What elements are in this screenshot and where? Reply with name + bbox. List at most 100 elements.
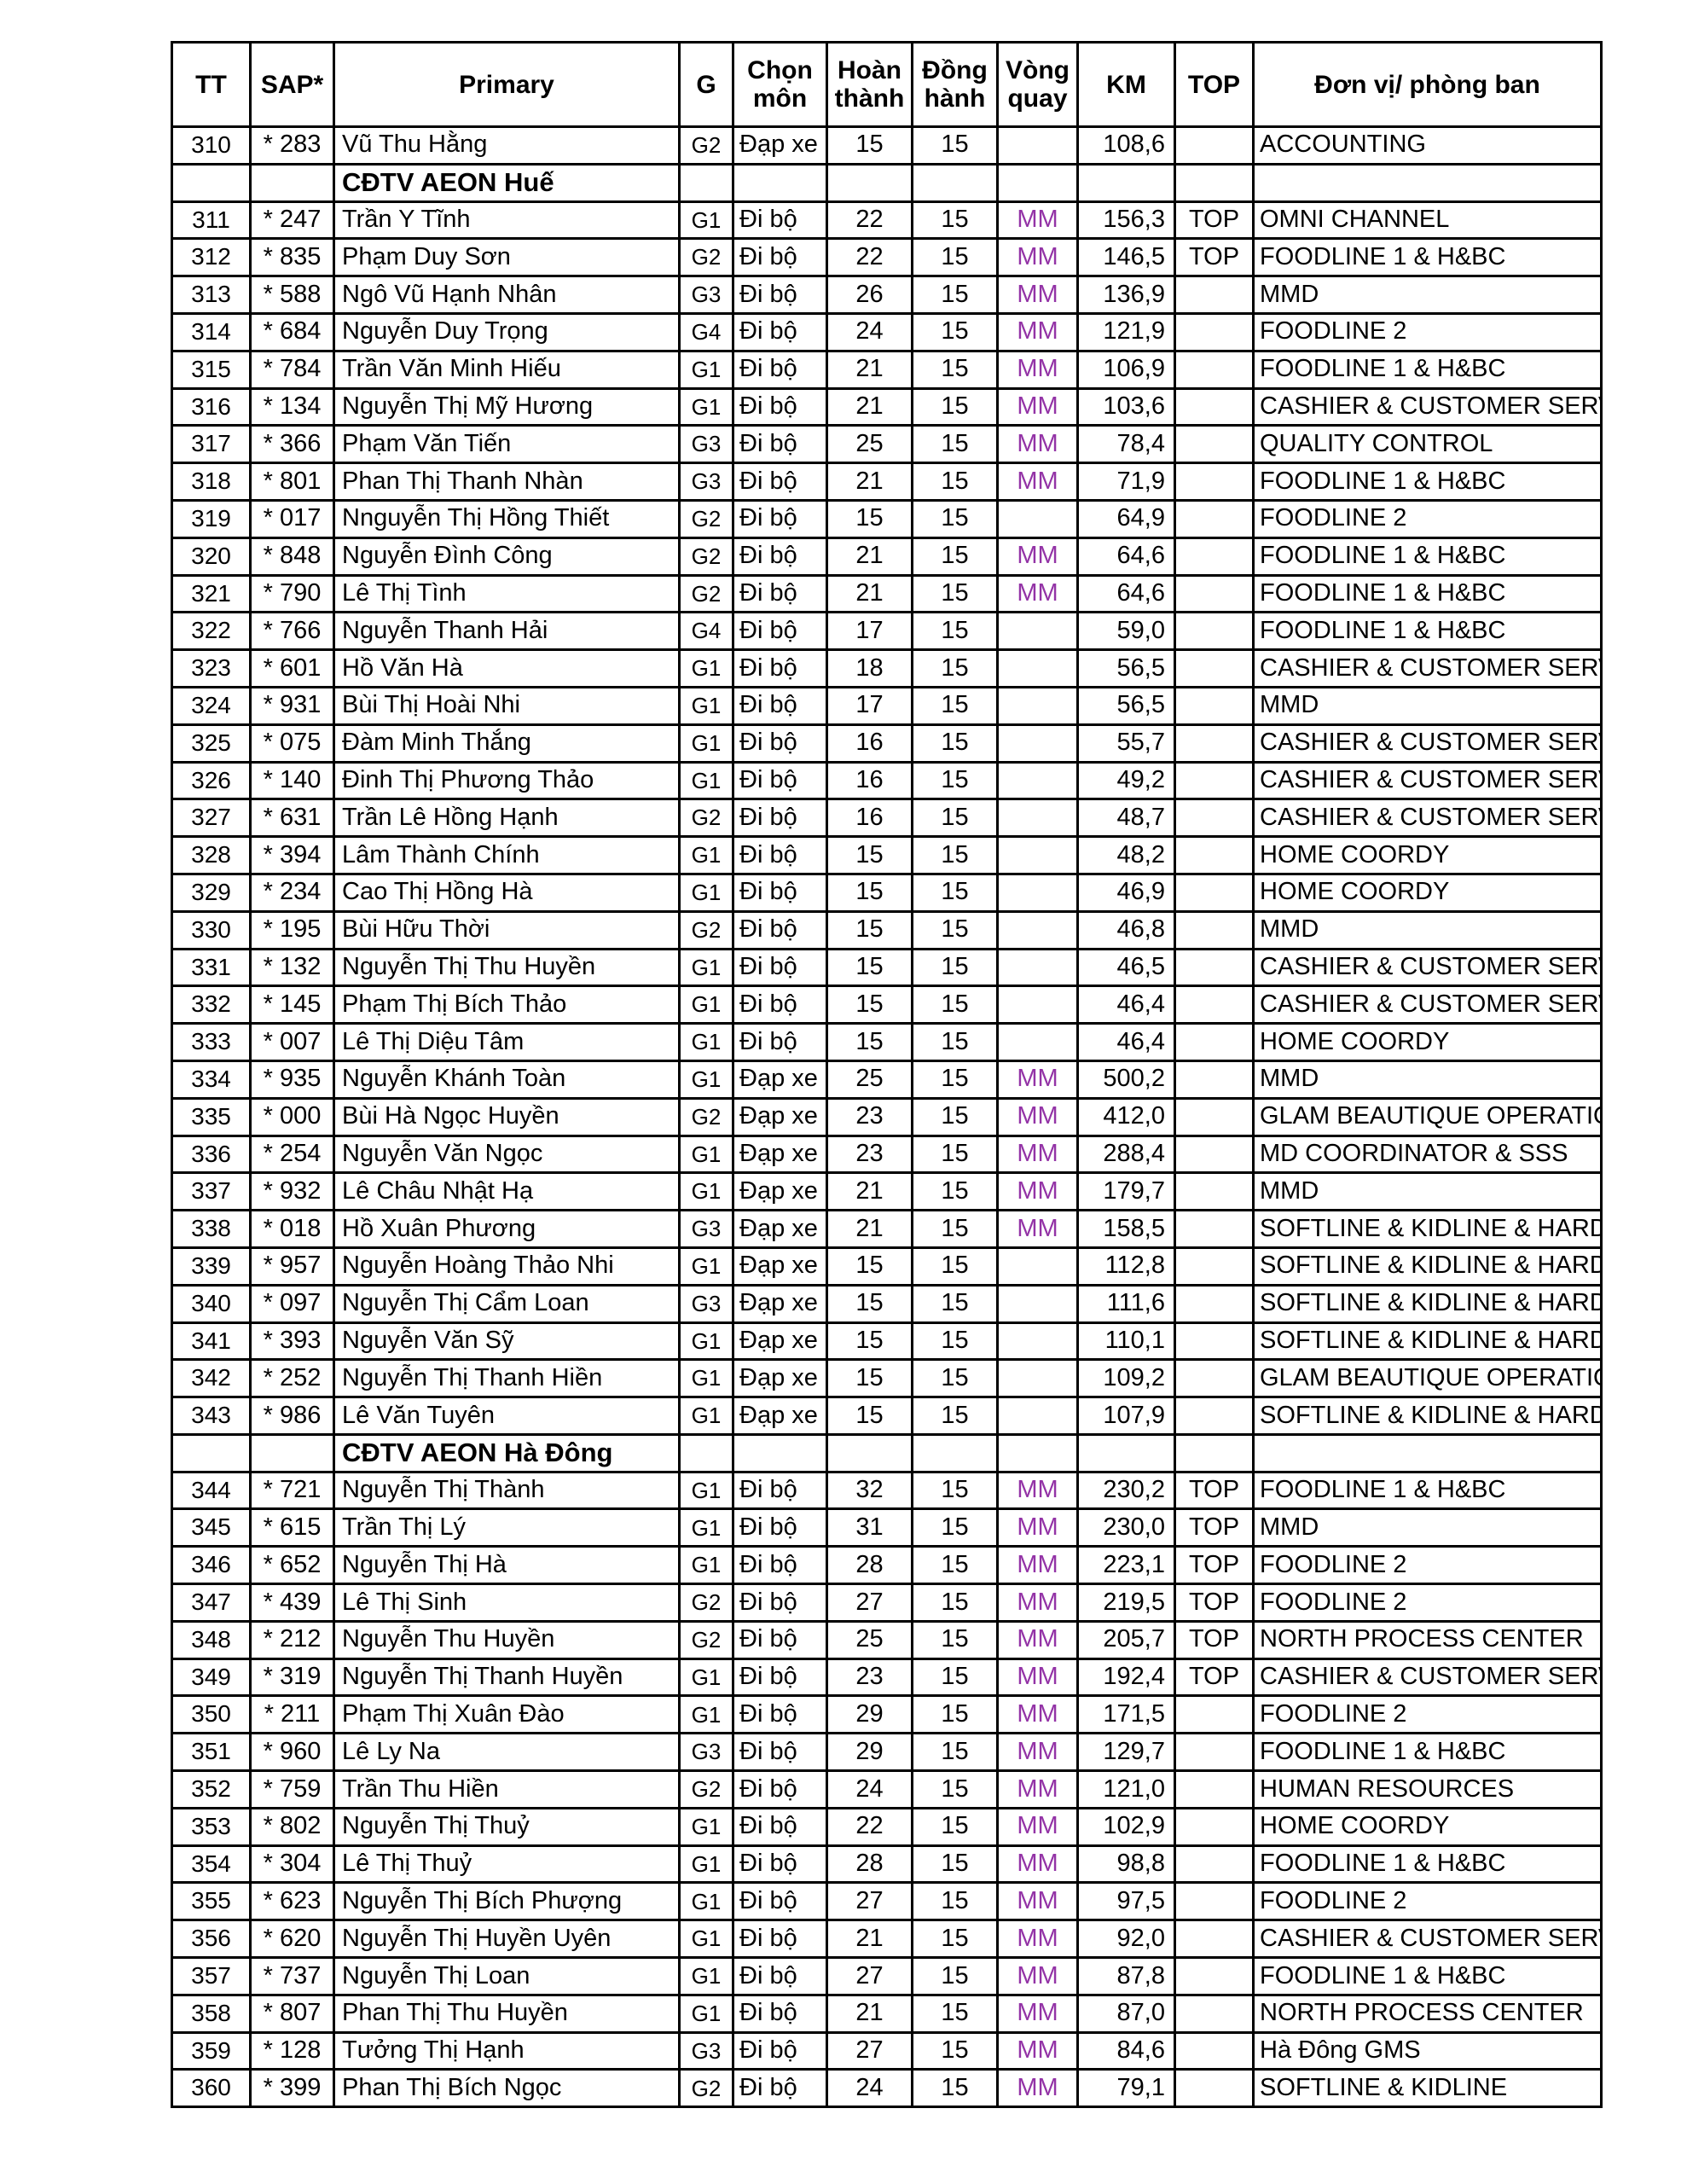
cell-hoan: 15 — [826, 947, 913, 988]
cell-mon: Đạp xe — [732, 1059, 828, 1100]
cell-vong — [996, 648, 1079, 688]
cell-name: Ngô Vũ Hạnh Nhân — [333, 275, 681, 315]
cell-hoan: 25 — [826, 1059, 913, 1100]
cell-name: Phan Thị Bích Ngọc — [333, 2068, 681, 2109]
cell-km: 103,6 — [1076, 386, 1176, 427]
cell-sap: * 601 — [249, 648, 335, 688]
cell-top — [1174, 760, 1255, 801]
table-row: 321 * 790 Lê Thị Tình G2 Đi bộ 21 15 MM 64,6 FOOD… — [171, 573, 1603, 614]
cell-km: 46,9 — [1076, 872, 1176, 913]
cell-dong: 15 — [911, 1171, 999, 1212]
cell-hoan: 25 — [826, 424, 913, 465]
cell-km: 87,0 — [1076, 1993, 1176, 2034]
cell-donvi: HOME COORDY — [1252, 1022, 1603, 1062]
cell-mon: Đạp xe — [732, 1396, 828, 1436]
cell-g: G1 — [678, 648, 734, 688]
cell-hoan: 15 — [826, 1358, 913, 1399]
cell-top — [1174, 536, 1255, 577]
cell-hoan: 29 — [826, 1694, 913, 1735]
cell-hoan: 27 — [826, 2030, 913, 2071]
cell-vong — [996, 723, 1079, 764]
column-header-vong: Vòng quay — [996, 41, 1079, 128]
cell-dong: 15 — [911, 611, 999, 652]
cell-top: TOP — [1174, 200, 1255, 241]
empty-cell — [826, 162, 913, 203]
empty-cell — [996, 162, 1079, 203]
table-row: 351 * 960 Lê Ly Na G3 Đi bộ 29 15 MM 129,7 FOODLI… — [171, 1732, 1603, 1773]
table-row: 336 * 254 Nguyễn Văn Ngọc G1 Đạp xe 23 15 MM 288… — [171, 1134, 1603, 1175]
cell-donvi: MMD — [1252, 1171, 1603, 1212]
cell-mon: Đi bộ — [732, 1694, 828, 1735]
cell-tt: 347 — [171, 1583, 252, 1623]
table-row: 327 * 631 Trần Lê Hồng Hạnh G2 Đi bộ 16 15 48,7… — [171, 798, 1603, 839]
cell-top — [1174, 462, 1255, 502]
cell-g: G1 — [678, 1881, 734, 1922]
cell-km: 108,6 — [1076, 125, 1176, 166]
cell-top — [1174, 835, 1255, 875]
cell-tt: 341 — [171, 1321, 252, 1362]
cell-name: Nguyễn Thị Thành — [333, 1470, 681, 1511]
cell-top — [1174, 1769, 1255, 1809]
cell-mon: Đi bộ — [732, 1470, 828, 1511]
cell-vong — [996, 1358, 1079, 1399]
cell-dong: 15 — [911, 947, 999, 988]
cell-name: Lê Thị Diệu Tâm — [333, 1022, 681, 1062]
cell-mon: Đi bộ — [732, 1956, 828, 1996]
cell-vong: MM — [996, 1694, 1079, 1735]
cell-donvi: FOODLINE 1 & H&BC — [1252, 1956, 1603, 1996]
cell-hoan: 17 — [826, 611, 913, 652]
cell-tt: 323 — [171, 648, 252, 688]
table-row: 354 * 304 Lê Thị Thuỷ G1 Đi bộ 28 15 MM 98,8 FOOD… — [171, 1844, 1603, 1885]
cell-sap: * 254 — [249, 1134, 335, 1175]
cell-mon: Đạp xe — [732, 1246, 828, 1287]
cell-tt: 333 — [171, 1022, 252, 1062]
cell-mon: Đi bộ — [732, 1507, 828, 1548]
cell-top — [1174, 723, 1255, 764]
cell-vong: MM — [996, 424, 1079, 465]
cell-dong: 15 — [911, 1321, 999, 1362]
empty-cell — [732, 162, 828, 203]
cell-tt: 326 — [171, 760, 252, 801]
cell-km: 121,9 — [1076, 311, 1176, 352]
cell-dong: 15 — [911, 1583, 999, 1623]
cell-top — [1174, 909, 1255, 950]
cell-g: G1 — [678, 1545, 734, 1586]
column-header-dong: Đồng hành — [911, 41, 999, 128]
cell-top: TOP — [1174, 1583, 1255, 1623]
cell-sap: * 439 — [249, 1583, 335, 1623]
cell-vong: MM — [996, 2068, 1079, 2109]
cell-tt: 320 — [171, 536, 252, 577]
cell-vong — [996, 798, 1079, 839]
cell-top: TOP — [1174, 237, 1255, 278]
cell-top — [1174, 1321, 1255, 1362]
cell-vong: MM — [996, 1919, 1079, 1960]
cell-hoan: 15 — [826, 125, 913, 166]
cell-hoan: 24 — [826, 1769, 913, 1809]
cell-tt: 313 — [171, 275, 252, 315]
table-row: 316 * 134 Nguyễn Thị Mỹ Hương G1 Đi bộ 21 15 MM… — [171, 386, 1603, 427]
cell-km: 64,6 — [1076, 536, 1176, 577]
cell-km: 129,7 — [1076, 1732, 1176, 1773]
cell-dong: 15 — [911, 536, 999, 577]
cell-km: 64,9 — [1076, 498, 1176, 539]
cell-donvi: CASHIER & CUSTOMER SERVICE — [1252, 1657, 1603, 1698]
cell-sap: * 802 — [249, 1806, 335, 1847]
cell-vong: MM — [996, 1769, 1079, 1809]
cell-g: G1 — [678, 1507, 734, 1548]
cell-dong: 15 — [911, 1059, 999, 1100]
cell-dong: 15 — [911, 1246, 999, 1287]
cell-km: 111,6 — [1076, 1283, 1176, 1324]
cell-vong — [996, 760, 1079, 801]
cell-g: G1 — [678, 1396, 734, 1436]
cell-g: G1 — [678, 1059, 734, 1100]
cell-sap: * 588 — [249, 275, 335, 315]
table-row: 338 * 018 Hồ Xuân Phương G3 Đạp xe 21 15 MM 158,… — [171, 1209, 1603, 1249]
cell-name: Đinh Thị Phương Thảo — [333, 760, 681, 801]
cell-tt: 310 — [171, 125, 252, 166]
cell-km: 171,5 — [1076, 1694, 1176, 1735]
cell-sap: * 134 — [249, 386, 335, 427]
table-row: 355 * 623 Nguyễn Thị Bích Phượng G1 Đi bộ 27 1… — [171, 1881, 1603, 1922]
table-row: 319 * 017 Nnguyễn Thị Hồng Thiết G2 Đi bộ 15 1… — [171, 498, 1603, 539]
cell-hoan: 15 — [826, 835, 913, 875]
cell-name: Lê Văn Tuyên — [333, 1396, 681, 1436]
